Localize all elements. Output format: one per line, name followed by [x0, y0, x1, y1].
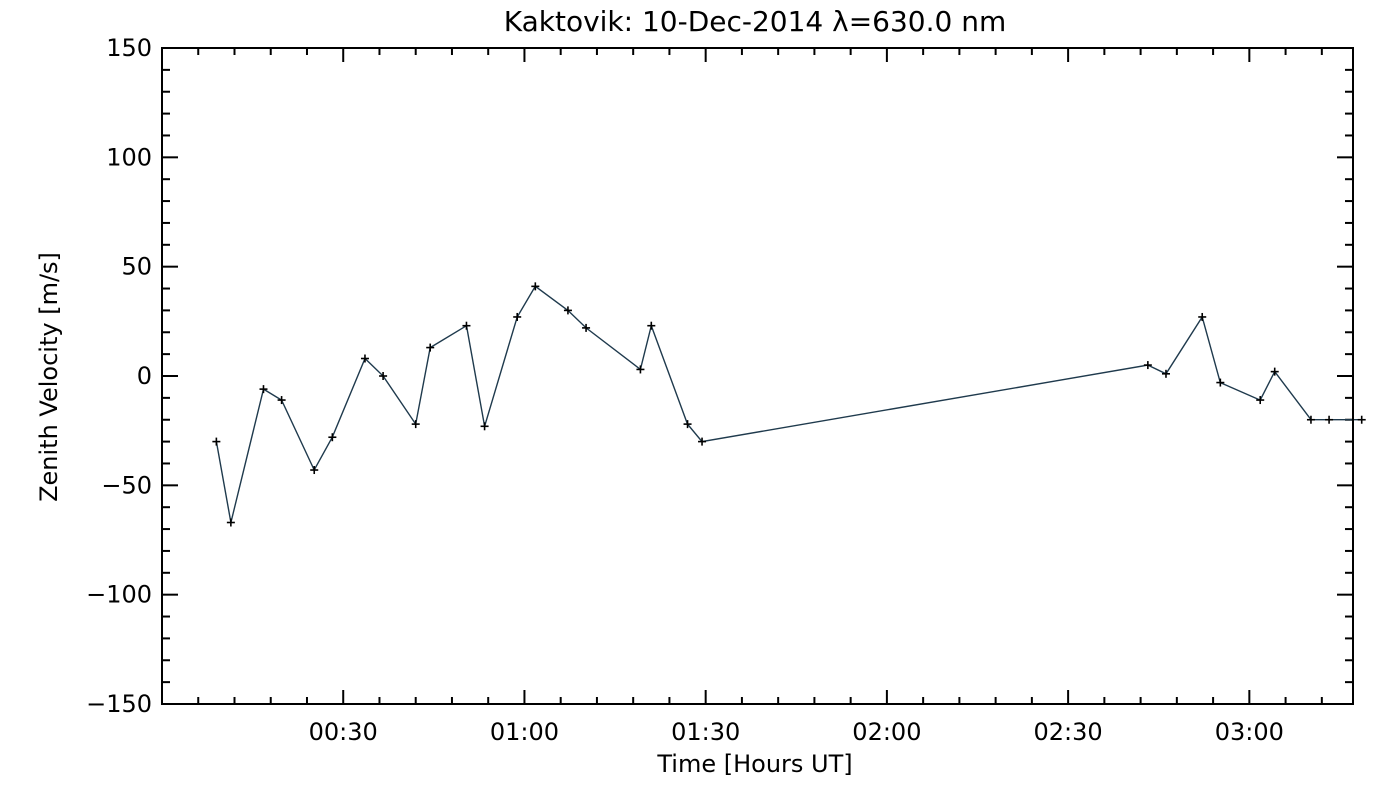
data-point-marker — [636, 365, 645, 374]
data-point-marker — [698, 437, 707, 446]
series-line-group — [215, 285, 1362, 523]
data-point-marker — [1270, 367, 1279, 376]
data-point-marker — [360, 354, 369, 363]
data-point-marker — [1357, 415, 1366, 424]
y-tick-label: −100 — [86, 581, 152, 609]
data-point-marker — [226, 518, 235, 527]
data-point-marker — [480, 422, 489, 431]
data-point-marker — [426, 343, 435, 352]
data-point-marker — [1216, 378, 1225, 387]
data-point-marker — [531, 282, 540, 291]
data-point-marker — [411, 420, 420, 429]
y-tick-label: −50 — [101, 471, 152, 499]
y-tick-label: −150 — [86, 690, 152, 718]
chart-title: Kaktovik: 10-Dec-2014 λ=630.0 nm — [504, 5, 1007, 38]
plot-frame — [161, 47, 1354, 705]
tick-labels: 00:30 01:00 01:30 02:00 02:30 03:00 −150 −100 −5… — [86, 34, 1284, 746]
data-point-marker — [462, 321, 471, 330]
data-point-marker — [1306, 415, 1315, 424]
data-point-marker — [647, 321, 656, 330]
data-point-marker — [513, 312, 522, 321]
data-point-marker — [328, 433, 337, 442]
x-tick-label: 03:00 — [1215, 718, 1284, 746]
y-tick-label: 0 — [137, 362, 152, 390]
series-line — [215, 285, 1362, 523]
x-axis-label: Time [Hours UT] — [656, 750, 852, 778]
x-tick-label: 01:30 — [671, 718, 740, 746]
x-tick-label: 02:00 — [852, 718, 921, 746]
data-point-marker — [277, 396, 286, 405]
data-point-marker — [259, 385, 268, 394]
data-point-marker — [1161, 369, 1170, 378]
data-point-marker — [563, 306, 572, 315]
data-point-marker — [1198, 312, 1207, 321]
x-tick-label: 00:30 — [309, 718, 378, 746]
y-axis-label-group: Zenith Velocity [m/s] — [35, 252, 63, 502]
axis-ticks — [162, 47, 1353, 705]
y-tick-label: 100 — [106, 143, 152, 171]
data-point-marker — [379, 372, 388, 380]
data-markers — [212, 282, 1366, 527]
data-point-marker — [1325, 415, 1334, 424]
data-point-marker — [310, 466, 319, 475]
data-point-marker — [582, 323, 591, 332]
y-axis-label: Zenith Velocity [m/s] — [35, 252, 63, 502]
data-point-marker — [683, 420, 692, 429]
data-point-marker — [1256, 396, 1265, 405]
y-tick-label: 50 — [121, 253, 152, 281]
data-point-marker — [1143, 361, 1152, 370]
data-point-marker — [212, 437, 221, 446]
x-tick-label: 02:30 — [1034, 718, 1103, 746]
x-tick-label: 01:00 — [490, 718, 559, 746]
y-tick-label: 150 — [106, 34, 152, 62]
